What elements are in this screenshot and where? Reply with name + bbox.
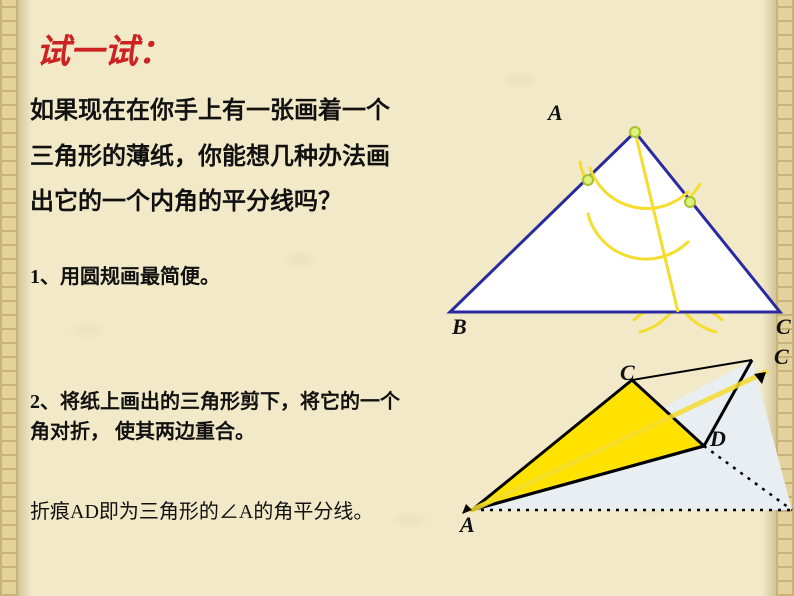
method-2-text: 2、将纸上画出的三角形剪下，将它的一个角对折， 使其两边重合。 bbox=[30, 387, 400, 447]
fig2-label-D: D bbox=[710, 426, 726, 452]
figure-compass-bisector: A B C bbox=[430, 102, 794, 332]
fig2-label-C: C bbox=[620, 360, 635, 386]
ornamental-border-left bbox=[0, 0, 18, 596]
intro-text: 如果现在在你手上有一张画着一个三角形的薄纸，你能想几种办法画出它的一个内角的平分… bbox=[30, 89, 410, 226]
slide-content: 试一试： 如果现在在你手上有一张画着一个三角形的薄纸，你能想几种办法画出它的一个… bbox=[30, 24, 772, 582]
fig2-label-A: A bbox=[460, 512, 475, 538]
fig1-label-A: A bbox=[548, 100, 563, 126]
fig1-label-C: C bbox=[776, 314, 791, 340]
fig1-label-B: B bbox=[452, 314, 467, 340]
fig2-svg bbox=[442, 340, 794, 550]
fig2-label-Cprime: C bbox=[774, 344, 789, 370]
fig1-svg bbox=[430, 102, 794, 342]
slide-title: 试一试： bbox=[36, 24, 772, 73]
figure-fold-bisector: C C D A B bbox=[442, 340, 794, 540]
